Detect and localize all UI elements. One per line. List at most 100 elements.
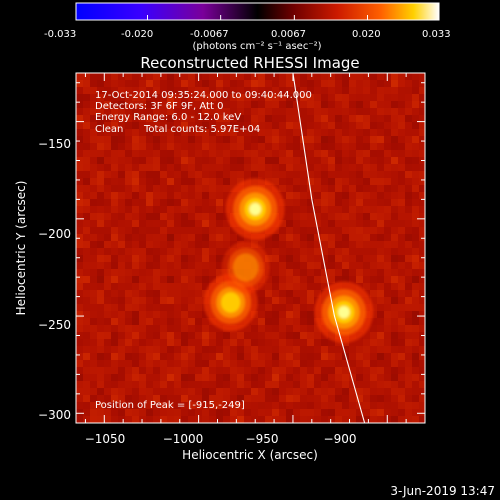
image-pixel — [132, 87, 139, 94]
image-pixel — [412, 409, 419, 416]
image-pixel — [118, 409, 125, 416]
image-pixel — [195, 339, 202, 346]
image-pixel — [335, 360, 342, 367]
image-pixel — [370, 360, 377, 367]
image-pixel — [216, 381, 223, 388]
image-pixel — [412, 416, 419, 423]
image-pixel — [216, 122, 223, 129]
image-pixel — [370, 241, 377, 248]
image-pixel — [307, 381, 314, 388]
image-pixel — [321, 220, 328, 227]
image-pixel — [286, 367, 293, 374]
image-pixel — [97, 346, 104, 353]
image-pixel — [349, 346, 356, 353]
image-pixel — [83, 367, 90, 374]
image-pixel — [132, 304, 139, 311]
image-pixel — [181, 199, 188, 206]
image-pixel — [398, 122, 405, 129]
image-pixel — [209, 367, 216, 374]
image-pixel — [209, 101, 216, 108]
image-pixel — [76, 143, 83, 150]
image-pixel — [398, 157, 405, 164]
image-pixel — [272, 101, 279, 108]
image-pixel — [279, 234, 286, 241]
image-pixel — [356, 262, 363, 269]
image-pixel — [391, 255, 398, 262]
image-pixel — [251, 381, 258, 388]
image-pixel — [76, 94, 83, 101]
image-pixel — [90, 164, 97, 171]
image-pixel — [314, 255, 321, 262]
image-pixel — [209, 381, 216, 388]
image-pixel — [76, 388, 83, 395]
image-pixel — [314, 213, 321, 220]
image-pixel — [286, 227, 293, 234]
image-pixel — [139, 171, 146, 178]
image-pixel — [216, 395, 223, 402]
image-pixel — [167, 297, 174, 304]
image-pixel — [328, 80, 335, 87]
image-pixel — [265, 157, 272, 164]
image-pixel — [398, 101, 405, 108]
image-pixel — [300, 367, 307, 374]
image-pixel — [356, 360, 363, 367]
image-pixel — [237, 332, 244, 339]
image-pixel — [307, 248, 314, 255]
image-pixel — [118, 416, 125, 423]
image-pixel — [139, 395, 146, 402]
image-pixel — [405, 122, 412, 129]
image-pixel — [391, 178, 398, 185]
image-pixel — [279, 129, 286, 136]
image-pixel — [202, 374, 209, 381]
image-pixel — [202, 283, 209, 290]
image-pixel — [412, 213, 419, 220]
image-pixel — [209, 276, 216, 283]
image-pixel — [363, 87, 370, 94]
image-pixel — [230, 87, 237, 94]
image-pixel — [293, 402, 300, 409]
image-pixel — [76, 367, 83, 374]
image-pixel — [314, 122, 321, 129]
image-pixel — [384, 409, 391, 416]
image-pixel — [118, 171, 125, 178]
image-pixel — [321, 94, 328, 101]
image-pixel — [195, 283, 202, 290]
image-pixel — [202, 206, 209, 213]
image-pixel — [307, 150, 314, 157]
image-pixel — [349, 269, 356, 276]
image-pixel — [209, 80, 216, 87]
image-pixel — [139, 409, 146, 416]
image-pixel — [230, 339, 237, 346]
image-pixel — [76, 199, 83, 206]
image-pixel — [244, 339, 251, 346]
image-pixel — [258, 290, 265, 297]
image-pixel — [314, 206, 321, 213]
image-pixel — [412, 269, 419, 276]
image-pixel — [244, 409, 251, 416]
image-pixel — [265, 101, 272, 108]
image-pixel — [307, 339, 314, 346]
image-pixel — [188, 227, 195, 234]
image-pixel — [83, 311, 90, 318]
image-pixel — [76, 262, 83, 269]
image-pixel — [335, 374, 342, 381]
image-pixel — [412, 164, 419, 171]
image-pixel — [97, 402, 104, 409]
image-pixel — [307, 346, 314, 353]
image-pixel — [153, 115, 160, 122]
image-pixel — [279, 262, 286, 269]
image-pixel — [216, 220, 223, 227]
image-pixel — [174, 213, 181, 220]
image-pixel — [356, 136, 363, 143]
image-pixel — [90, 402, 97, 409]
image-pixel — [188, 297, 195, 304]
image-pixel — [125, 157, 132, 164]
image-pixel — [321, 255, 328, 262]
image-pixel — [104, 290, 111, 297]
image-pixel — [160, 381, 167, 388]
image-pixel — [321, 409, 328, 416]
image-pixel — [181, 178, 188, 185]
image-pixel — [363, 332, 370, 339]
image-pixel — [125, 73, 132, 80]
image-pixel — [398, 178, 405, 185]
